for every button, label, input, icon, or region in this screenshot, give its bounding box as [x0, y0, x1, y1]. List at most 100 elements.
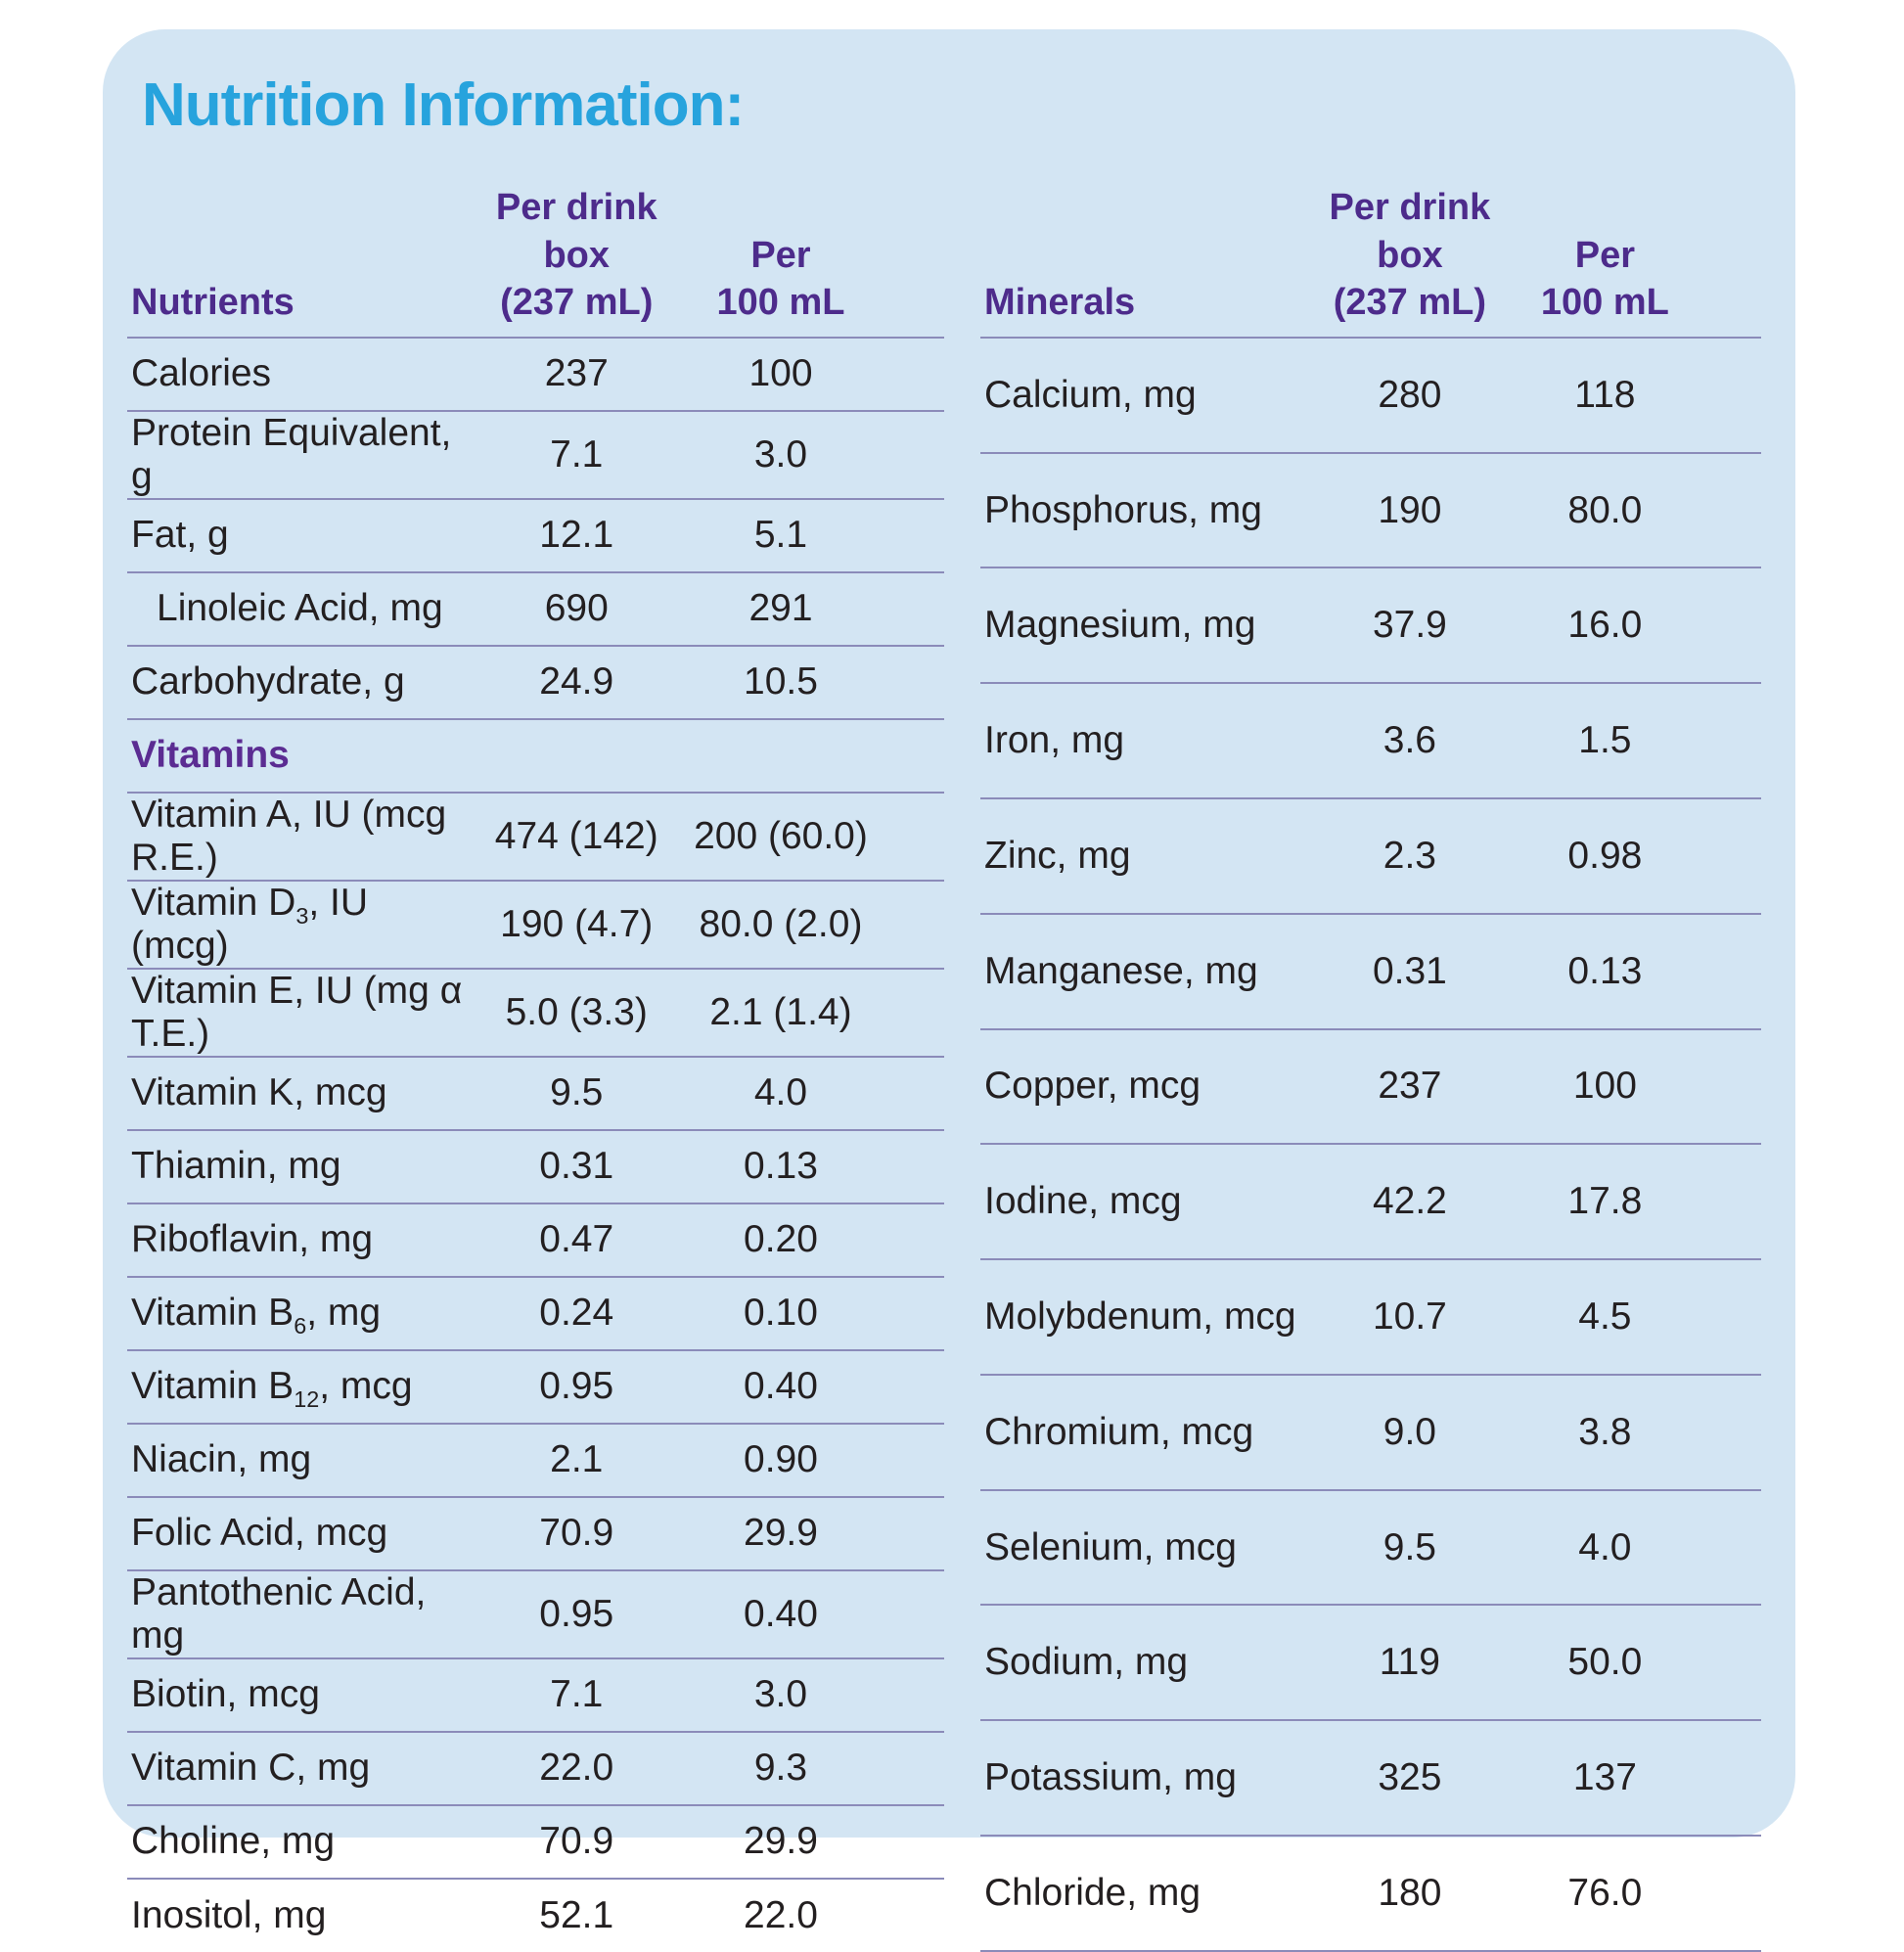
value-per-drink-box: 190 — [1308, 451, 1512, 568]
value-per-100ml: 0.98 — [1511, 797, 1700, 914]
row-label: Vitamin E, IU (mg α T.E.) — [127, 967, 471, 1057]
value-per-drink-box: 24.9 — [470, 644, 683, 719]
row-label: Niacin, mg — [127, 1422, 471, 1497]
row-spacer — [1699, 797, 1761, 914]
row-spacer — [1699, 1143, 1761, 1260]
value-per-100ml: 4.0 — [1511, 1488, 1700, 1606]
table-row: Vitamin K, mcg 9.5 4.0 — [127, 1055, 944, 1130]
row-spacer — [1699, 1258, 1761, 1375]
value-per-drink-box: 9.5 — [470, 1055, 683, 1130]
table-row: Vitamin A, IU (mcg R.E.) 474 (142) 200 (60… — [127, 791, 944, 881]
value-per-drink-box: 52.1 — [470, 1877, 683, 1952]
value-per-drink-box: 237 — [1308, 1027, 1512, 1145]
value-per-100ml: 9.3 — [682, 1730, 880, 1805]
value-per-drink-box: 0.31 — [1308, 912, 1512, 1029]
value-per-drink-box: 237 — [470, 336, 683, 411]
row-spacer — [1699, 336, 1761, 453]
table-row: Zinc, mg 2.3 0.98 — [980, 797, 1761, 914]
table-row: Thiamin, mg 0.31 0.13 — [127, 1128, 944, 1203]
value-per-drink-box: 7.1 — [470, 1657, 683, 1732]
row-label: Riboflavin, mg — [127, 1202, 471, 1277]
value-per-100ml: 76.0 — [1511, 1835, 1700, 1952]
row-spacer — [879, 1568, 944, 1658]
value-per-drink-box: 0.24 — [470, 1275, 683, 1350]
row-spacer — [879, 1495, 944, 1570]
row-spacer — [879, 1055, 944, 1130]
row-spacer — [879, 1275, 944, 1350]
row-label: Iodine, mcg — [980, 1143, 1309, 1260]
value-per-drink-box: 12.1 — [470, 497, 683, 572]
row-label: Folic Acid, mcg — [127, 1495, 471, 1570]
column-header-per-drink-box: Per drink box (237 mL) — [1329, 187, 1491, 324]
row-label: Biotin, mcg — [127, 1657, 471, 1732]
table-row: Vitamin D3, IU (mcg) 190 (4.7) 80.0 (2.0) — [127, 879, 944, 969]
row-spacer — [879, 1877, 944, 1952]
table-row: Pantothenic Acid, mg 0.95 0.40 — [127, 1568, 944, 1658]
row-label: Copper, mcg — [980, 1027, 1309, 1145]
value-per-drink-box: 190 (4.7) — [470, 879, 683, 969]
row-spacer — [879, 1657, 944, 1732]
table-row: Chloride, mg 180 76.0 — [980, 1835, 1761, 1952]
row-label: Linoleic Acid, mg — [127, 570, 471, 646]
table-row: Linoleic Acid, mg 690 291 — [127, 570, 944, 646]
value-per-100ml: 80.0 (2.0) — [682, 879, 880, 969]
value-per-100ml: 200 (60.0) — [682, 791, 880, 881]
row-spacer — [879, 497, 944, 572]
row-spacer — [879, 879, 944, 969]
row-label: Protein Equivalent, g — [127, 409, 471, 499]
row-label: Sodium, mg — [980, 1604, 1309, 1721]
row-label: Chloride, mg — [980, 1835, 1309, 1952]
column-header-per-drink-box: Per drink box (237 mL) — [495, 187, 657, 324]
table-row: Iron, mg 3.6 1.5 — [980, 682, 1761, 798]
row-spacer — [1699, 451, 1761, 568]
value-per-drink-box: 2.1 — [470, 1422, 683, 1497]
value-per-100ml: 22.0 — [682, 1877, 880, 1952]
row-spacer — [879, 644, 944, 719]
row-label: Inositol, mg — [127, 1877, 471, 1952]
table-row: Chromium, mcg 9.0 3.8 — [980, 1373, 1761, 1490]
row-label: Selenium, mcg — [980, 1488, 1309, 1606]
table-row: Protein Equivalent, g 7.1 3.0 — [127, 409, 944, 499]
table-row: Vitamin B12, mcg 0.95 0.40 — [127, 1348, 944, 1424]
row-label: Molybdenum, mcg — [980, 1258, 1309, 1375]
value-per-100ml: 80.0 — [1511, 451, 1700, 568]
row-spacer — [879, 1128, 944, 1203]
value-per-100ml: 100 — [1511, 1027, 1700, 1145]
column-header-minerals: Minerals — [984, 282, 1136, 324]
value-per-drink-box: 7.1 — [470, 409, 683, 499]
section-heading: Vitamins — [127, 717, 944, 793]
row-spacer — [1699, 912, 1761, 1029]
table-row: Potassium, mg 325 137 — [980, 1719, 1761, 1837]
row-spacer — [1699, 1373, 1761, 1490]
table-row: Vitamin E, IU (mg α T.E.) 5.0 (3.3) 2.1 (1… — [127, 967, 944, 1057]
column-header-per-100ml: Per 100 mL — [716, 234, 845, 324]
row-label: Carbohydrate, g — [127, 644, 471, 719]
value-per-drink-box: 0.31 — [470, 1128, 683, 1203]
row-label: Chromium, mcg — [980, 1373, 1309, 1490]
value-per-100ml: 29.9 — [682, 1495, 880, 1570]
minerals-header-row: Minerals Per drink box (237 mL) Per 100 mL — [980, 184, 1761, 338]
row-spacer — [1699, 1027, 1761, 1145]
column-header-nutrients: Nutrients — [131, 282, 295, 324]
row-label: Vitamin K, mcg — [127, 1055, 471, 1130]
value-per-drink-box: 0.95 — [470, 1568, 683, 1658]
value-per-drink-box: 690 — [470, 570, 683, 646]
row-spacer — [879, 1730, 944, 1805]
row-label: Zinc, mg — [980, 797, 1309, 914]
table-row: Riboflavin, mg 0.47 0.20 — [127, 1202, 944, 1277]
table-row: Carbohydrate, g 24.9 10.5 — [127, 644, 944, 719]
value-per-100ml: 10.5 — [682, 644, 880, 719]
value-per-100ml: 3.8 — [1511, 1373, 1700, 1490]
row-spacer — [1699, 1488, 1761, 1606]
value-per-drink-box: 3.6 — [1308, 682, 1512, 798]
nutrients-table: Nutrients Per drink box (237 mL) Per 100 m… — [127, 184, 944, 1952]
value-per-drink-box: 70.9 — [470, 1803, 683, 1879]
tables-container: Nutrients Per drink box (237 mL) Per 100 m… — [127, 184, 1761, 1952]
value-per-drink-box: 9.0 — [1308, 1373, 1512, 1490]
table-row: Copper, mcg 237 100 — [980, 1027, 1761, 1145]
value-per-100ml: 50.0 — [1511, 1604, 1700, 1721]
minerals-table: Minerals Per drink box (237 mL) Per 100 mL… — [980, 184, 1761, 1952]
value-per-100ml: 4.0 — [682, 1055, 880, 1130]
row-spacer — [1699, 1604, 1761, 1721]
table-row: Fat, g 12.1 5.1 — [127, 497, 944, 572]
